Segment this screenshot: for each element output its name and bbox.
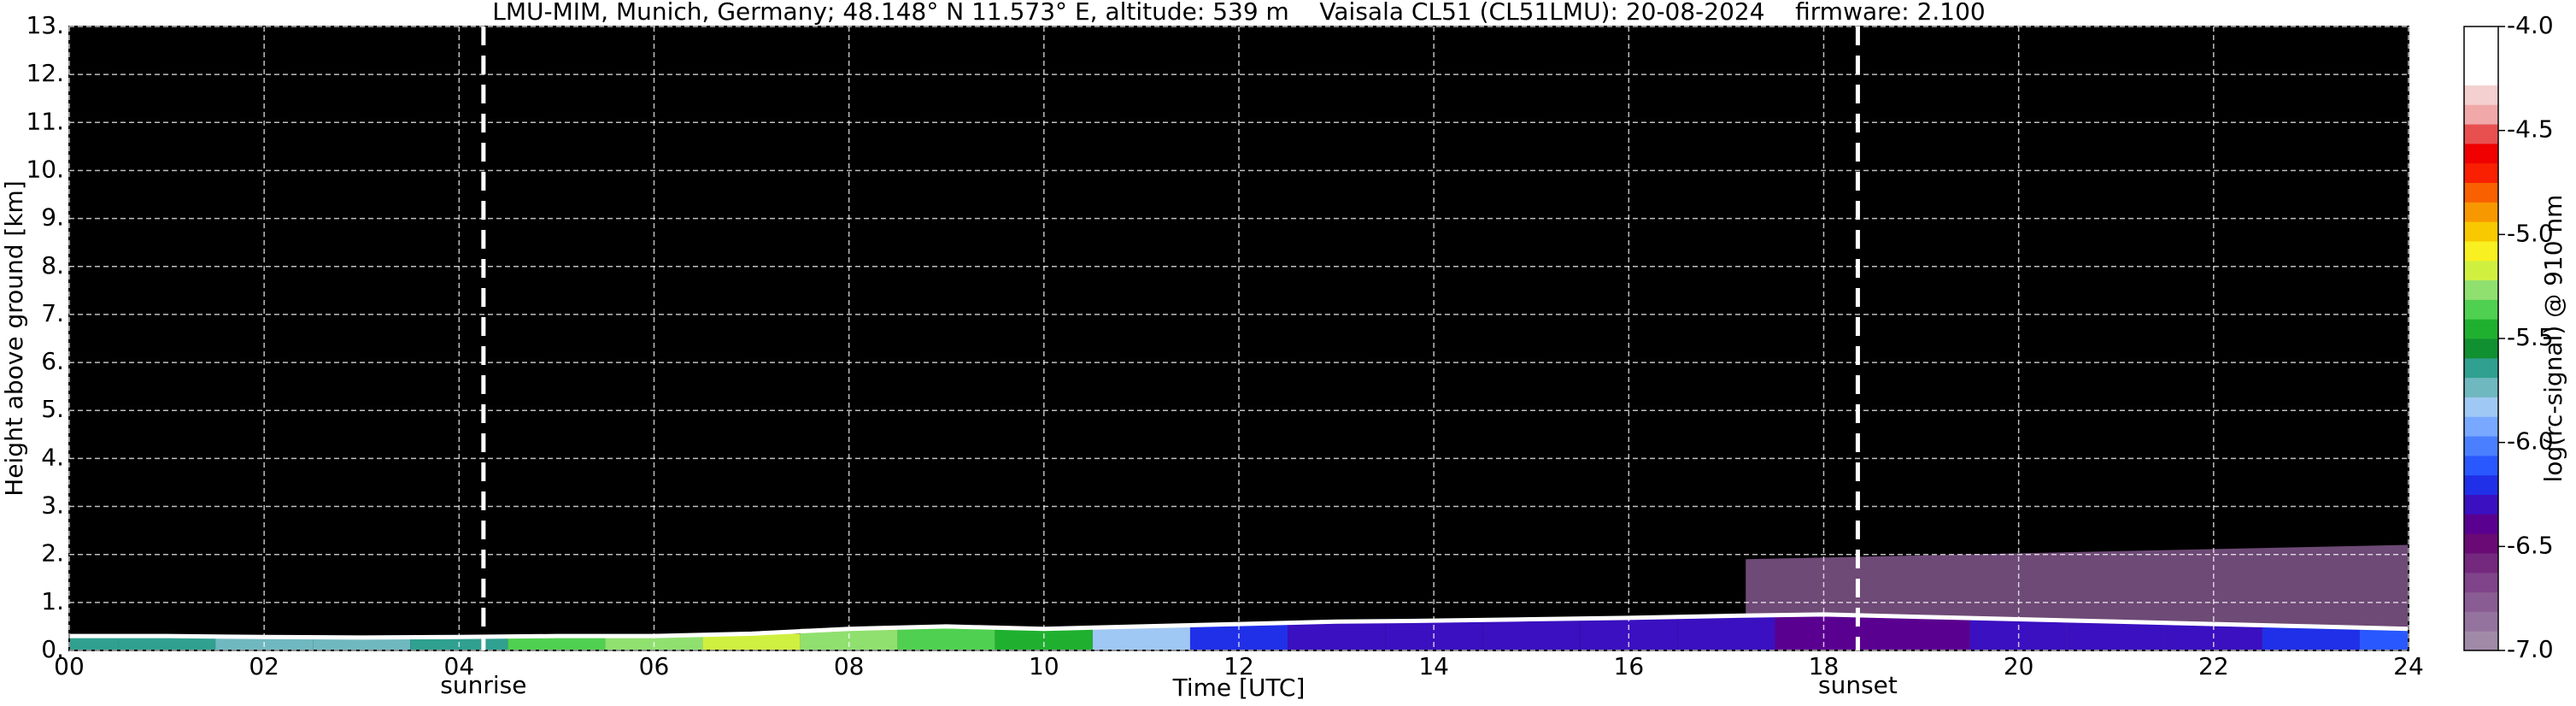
x-tick-label: 12 xyxy=(1223,652,1254,680)
x-tick-label: 08 xyxy=(834,652,865,680)
y-tick-label: 12. xyxy=(26,59,64,87)
colorbar-swatch xyxy=(2464,552,2498,574)
x-tick-label: 06 xyxy=(639,652,670,680)
y-tick-label: 3. xyxy=(41,491,64,520)
colorbar-swatch xyxy=(2464,533,2498,554)
colorbar-swatch xyxy=(2464,377,2498,397)
colorbar-swatch xyxy=(2464,260,2498,281)
colorbar-swatch xyxy=(2464,299,2498,320)
colorbar-swatch xyxy=(2464,357,2498,379)
layer-cell xyxy=(897,626,995,650)
colorbar-label: log(rc-signal) @ 910 nm xyxy=(2539,195,2567,483)
colorbar-swatch xyxy=(2464,494,2498,515)
colorbar-swatch xyxy=(2464,611,2498,632)
colorbar-swatch xyxy=(2464,65,2498,85)
colorbar-tick-label: -4.0 xyxy=(2507,11,2554,39)
y-tick-label: 1. xyxy=(41,587,64,615)
x-tick-label: 22 xyxy=(2198,652,2229,680)
y-tick-label: 7. xyxy=(41,299,64,327)
layer-cell xyxy=(1482,619,1581,650)
colorbar-swatch xyxy=(2464,240,2498,262)
y-tick-label: 8. xyxy=(41,251,64,279)
layer-cell xyxy=(2067,621,2165,650)
colorbar-swatch xyxy=(2464,124,2498,144)
colorbar-swatch xyxy=(2464,474,2498,495)
y-tick-label: 11. xyxy=(26,107,64,135)
chart-title: LMU-MIM, Munich, Germany; 48.148° N 11.5… xyxy=(492,0,1986,26)
annotation-label: sunset xyxy=(1818,671,1898,699)
layer-cell xyxy=(1872,616,1970,650)
colorbar-swatch xyxy=(2464,85,2498,105)
layer-cell xyxy=(313,637,411,650)
colorbar-swatch xyxy=(2464,182,2498,203)
colorbar-swatch xyxy=(2464,45,2498,67)
colorbar-swatch xyxy=(2464,202,2498,222)
colorbar-tick-label: -7.0 xyxy=(2507,635,2554,663)
x-tick-label: 10 xyxy=(1029,652,1059,680)
x-tick-label: 04 xyxy=(444,652,475,680)
layer-cell xyxy=(508,636,606,650)
colorbar-swatch xyxy=(2464,591,2498,612)
colorbar-swatch xyxy=(2464,397,2498,417)
colorbar-swatch xyxy=(2464,416,2498,437)
y-tick-label: 10. xyxy=(26,155,64,183)
y-tick-label: 13. xyxy=(26,11,64,39)
colorbar-swatch xyxy=(2464,572,2498,593)
colorbar-swatch xyxy=(2464,221,2498,242)
annotation-label: sunrise xyxy=(440,671,526,699)
colorbar-swatch xyxy=(2464,279,2498,300)
colorbar-swatch xyxy=(2464,514,2498,534)
x-tick-label: 20 xyxy=(2004,652,2034,680)
x-tick-label: 18 xyxy=(1809,652,1840,680)
y-tick-label: 5. xyxy=(41,395,64,423)
colorbar-swatch xyxy=(2464,455,2498,476)
x-axis-label: Time [UTC] xyxy=(1172,674,1306,702)
colorbar-tick-label: -6.5 xyxy=(2507,531,2554,559)
layer-cell xyxy=(69,636,119,650)
x-tick-label: 24 xyxy=(2393,652,2424,680)
x-tick-label: 02 xyxy=(249,652,279,680)
layer-cell xyxy=(2262,626,2360,650)
y-tick-label: 4. xyxy=(41,443,64,471)
layer-cell xyxy=(118,636,216,650)
layer-cell xyxy=(995,628,1093,650)
y-tick-label: 2. xyxy=(41,539,64,568)
x-tick-label: 14 xyxy=(1418,652,1449,680)
y-tick-label: 9. xyxy=(41,203,64,232)
y-tick-label: 0. xyxy=(41,635,64,663)
x-tick-label: 00 xyxy=(54,652,85,680)
colorbar-swatch xyxy=(2464,104,2498,125)
colorbar-swatch xyxy=(2464,143,2498,164)
colorbar-swatch xyxy=(2464,436,2498,456)
layer-cell xyxy=(2359,628,2409,650)
colorbar-swatch xyxy=(2464,26,2498,47)
colorbar-tick-label: -5.0 xyxy=(2507,219,2554,247)
colorbar-tick-label: -6.0 xyxy=(2507,427,2554,456)
y-tick-label: 6. xyxy=(41,347,64,375)
colorbar-swatch xyxy=(2464,162,2498,183)
x-tick-label: 16 xyxy=(1614,652,1645,680)
colorbar-tick-label: -4.5 xyxy=(2507,115,2554,144)
layer-cell xyxy=(1677,615,1775,650)
layer-cell xyxy=(1092,626,1190,650)
layer-cell xyxy=(702,633,801,650)
y-axis-label: Height above ground [km] xyxy=(0,180,28,497)
colorbar-tick-label: -5.5 xyxy=(2507,323,2554,351)
layer-cell xyxy=(1288,621,1386,650)
colorbar-swatch xyxy=(2464,338,2498,359)
colorbar-swatch xyxy=(2464,319,2498,339)
colorbar-swatch xyxy=(2464,631,2498,651)
